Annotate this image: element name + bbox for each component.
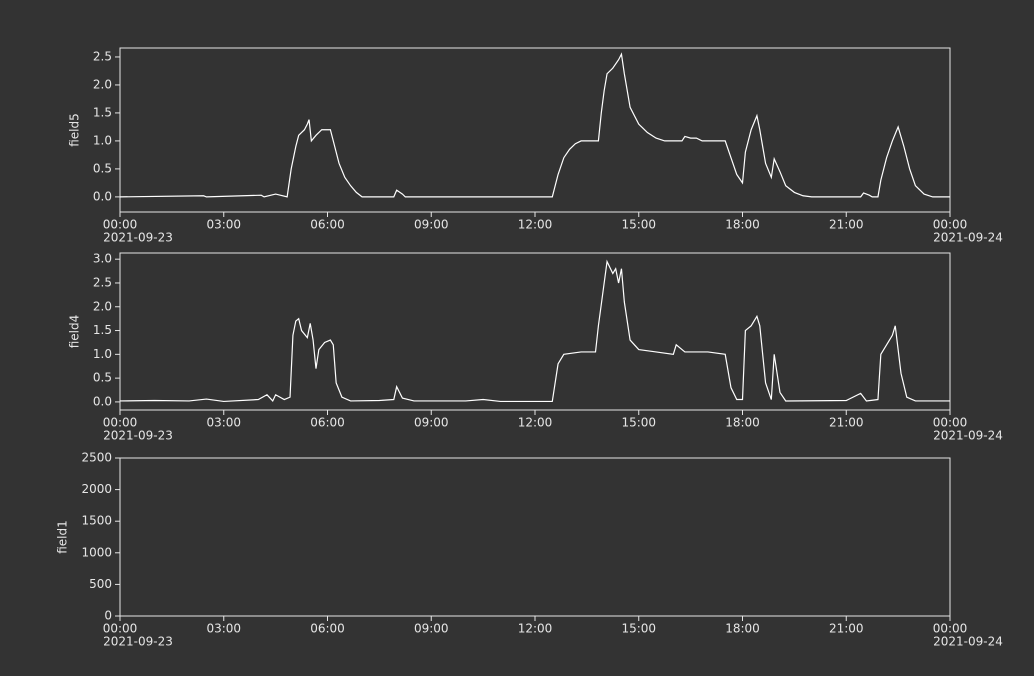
- x-tick-label: 21:00: [829, 622, 864, 636]
- y-tick-label: 2500: [81, 451, 112, 465]
- x-tick-label: 12:00: [518, 218, 553, 232]
- y-tick-label: 1500: [81, 514, 112, 528]
- y-tick-label: 0.5: [93, 161, 112, 175]
- x-tick-date: 2021-09-24: [933, 231, 1003, 245]
- x-tick-label: 00:00: [933, 218, 968, 232]
- x-tick-label: 00:00: [933, 622, 968, 636]
- x-tick-label: 15:00: [621, 416, 656, 430]
- x-tick-label: 09:00: [414, 622, 449, 636]
- x-tick-date: 2021-09-23: [103, 429, 173, 443]
- x-tick-label: 00:00: [103, 416, 138, 430]
- x-tick-date: 2021-09-23: [103, 231, 173, 245]
- x-tick-label: 18:00: [725, 416, 760, 430]
- plot-frame: [119, 252, 951, 411]
- y-axis-label: field4: [68, 315, 82, 349]
- data-line: [119, 52, 950, 198]
- y-tick-label: 1.0: [93, 347, 112, 361]
- y-tick-label: 1000: [81, 545, 112, 559]
- y-tick-label: 500: [89, 577, 112, 591]
- y-axis-label: field1: [56, 520, 70, 554]
- y-tick-label: 2.0: [93, 77, 112, 91]
- y-tick-label: 1.5: [93, 105, 112, 119]
- x-tick-label: 12:00: [518, 416, 553, 430]
- x-tick-label: 06:00: [310, 622, 345, 636]
- data-line: [119, 259, 950, 403]
- y-tick-label: 0: [104, 609, 112, 623]
- x-tick-label: 15:00: [621, 622, 656, 636]
- y-axis-label: field5: [68, 113, 82, 147]
- y-tick-label: 2.5: [93, 275, 112, 289]
- x-tick-label: 18:00: [725, 218, 760, 232]
- x-tick-label: 06:00: [310, 218, 345, 232]
- x-tick-label: 03:00: [206, 622, 241, 636]
- x-tick-label: 21:00: [829, 218, 864, 232]
- y-tick-label: 1.0: [93, 133, 112, 147]
- y-tick-label: 0.5: [93, 371, 112, 385]
- x-tick-label: 12:00: [518, 622, 553, 636]
- x-tick-date: 2021-09-24: [933, 635, 1003, 649]
- y-tick-label: 3.0: [93, 252, 112, 266]
- x-tick-label: 03:00: [206, 218, 241, 232]
- x-tick-label: 00:00: [933, 416, 968, 430]
- x-tick-label: 18:00: [725, 622, 760, 636]
- y-tick-label: 0.0: [93, 394, 112, 408]
- x-tick-label: 03:00: [206, 416, 241, 430]
- x-tick-date: 2021-09-23: [103, 635, 173, 649]
- y-tick-label: 2000: [81, 482, 112, 496]
- x-tick-label: 09:00: [414, 218, 449, 232]
- y-tick-label: 2.0: [93, 299, 112, 313]
- x-tick-label: 21:00: [829, 416, 864, 430]
- plot-frame: [119, 457, 951, 617]
- x-tick-label: 00:00: [103, 622, 138, 636]
- x-tick-label: 15:00: [621, 218, 656, 232]
- x-tick-label: 09:00: [414, 416, 449, 430]
- x-tick-date: 2021-09-24: [933, 429, 1003, 443]
- x-tick-label: 06:00: [310, 416, 345, 430]
- y-tick-label: 2.5: [93, 49, 112, 63]
- y-tick-label: 1.5: [93, 323, 112, 337]
- plot-frame: [119, 47, 951, 213]
- x-tick-label: 00:00: [103, 218, 138, 232]
- y-tick-label: 0.0: [93, 189, 112, 203]
